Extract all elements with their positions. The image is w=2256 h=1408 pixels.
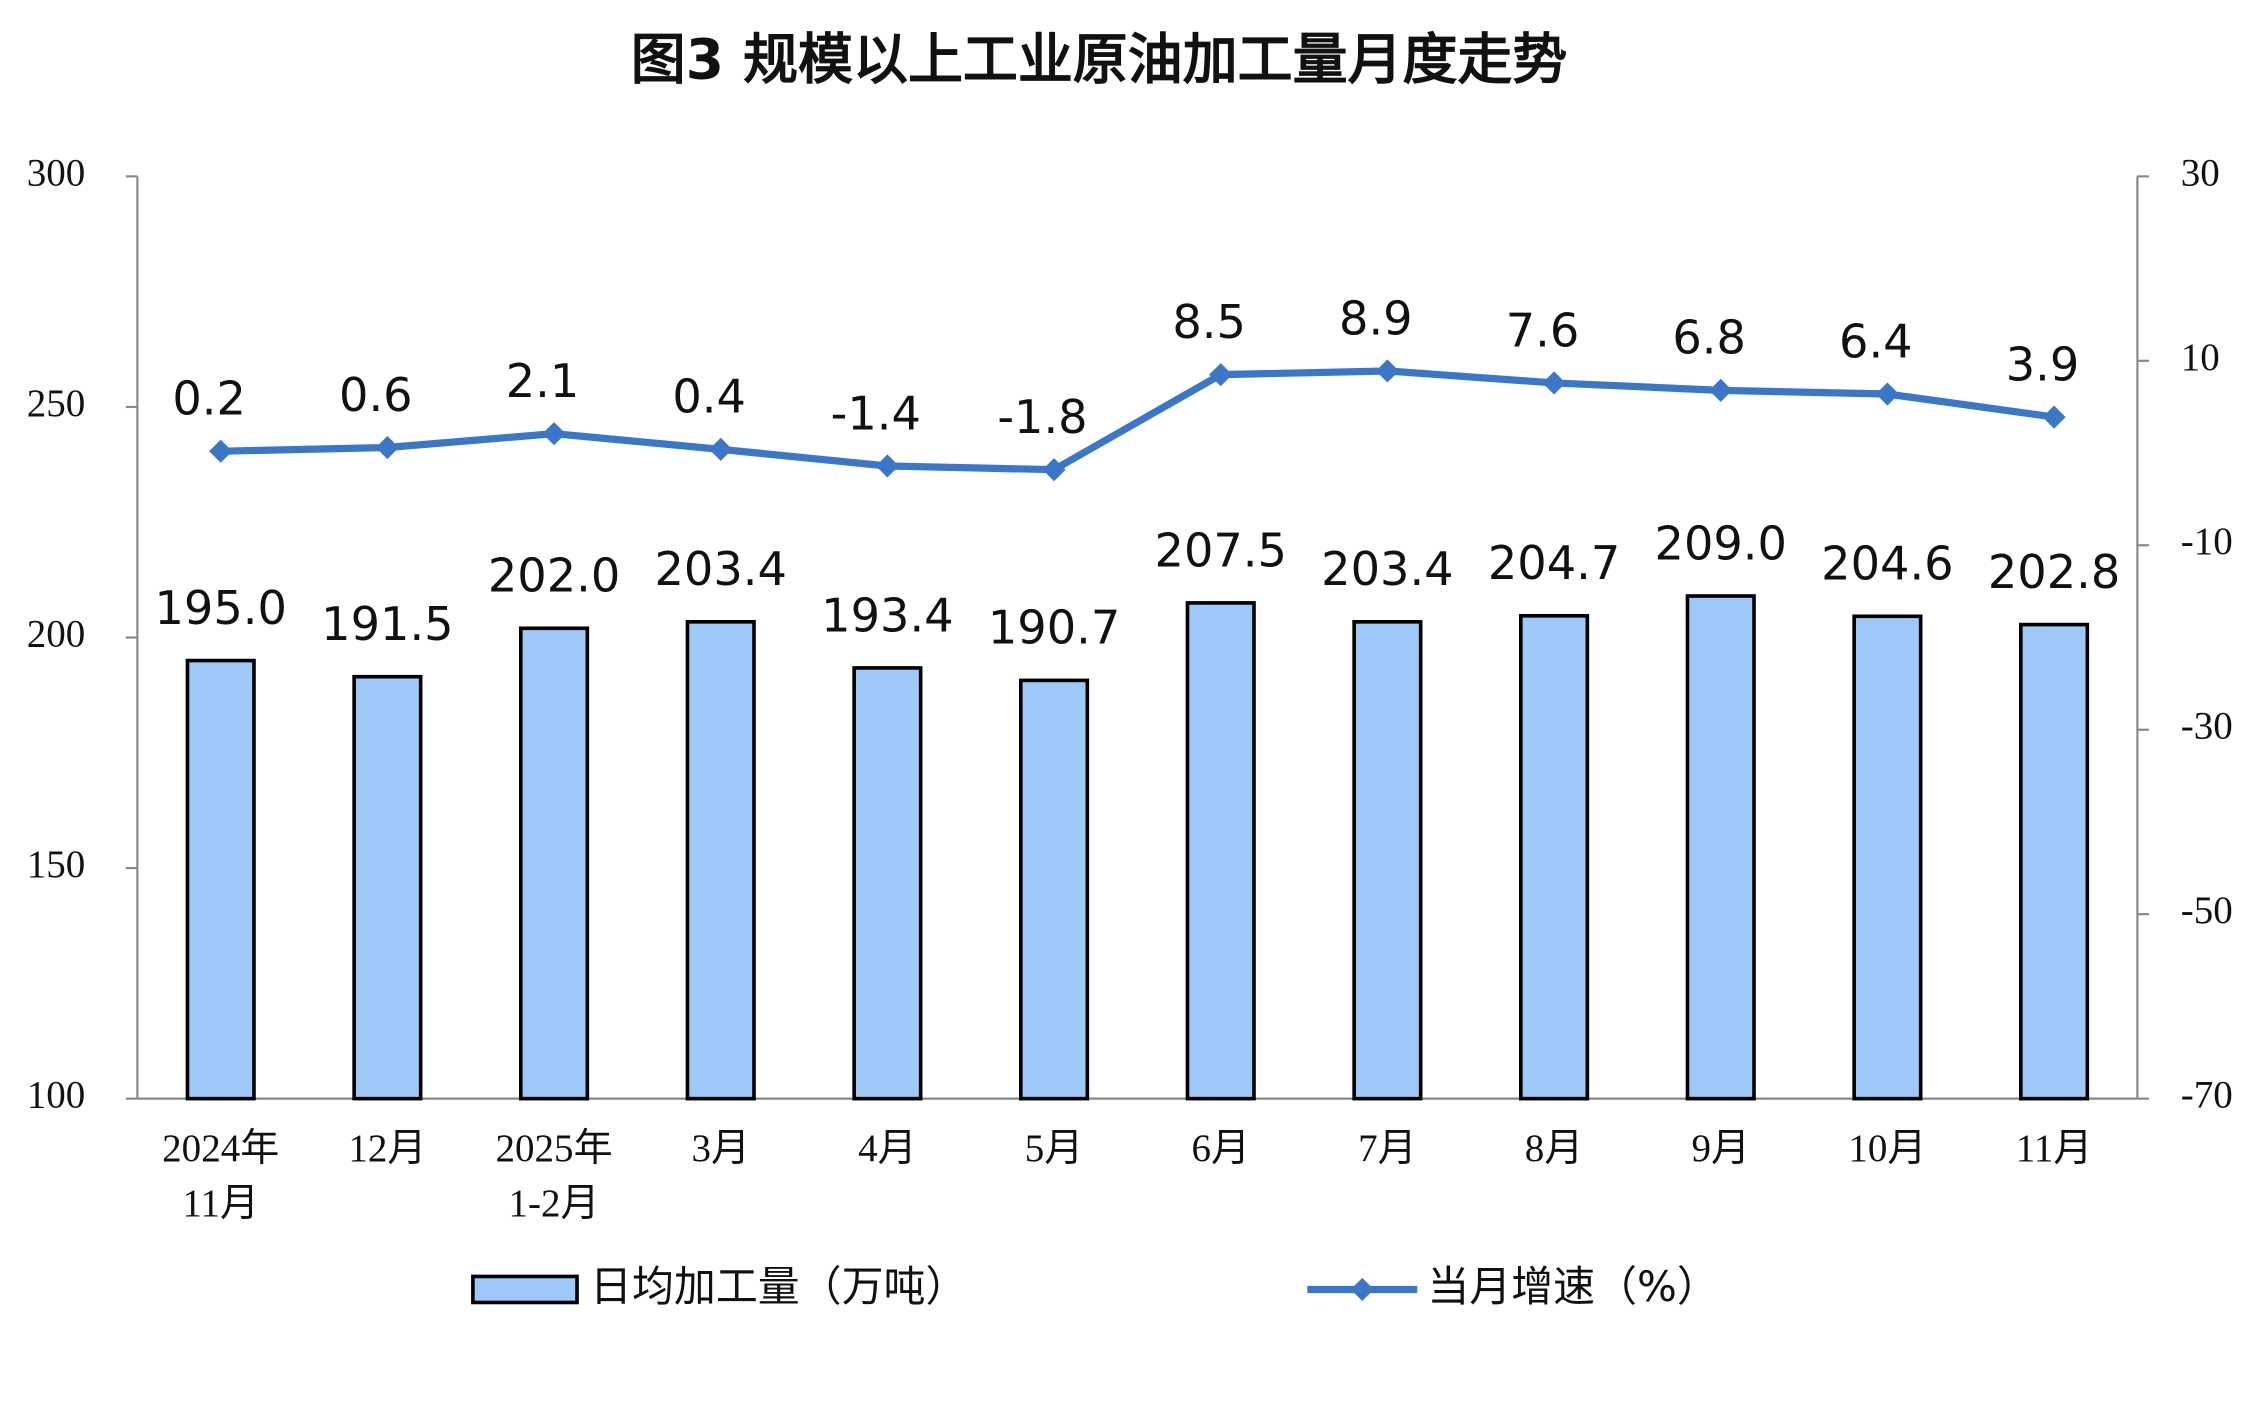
bar [1018, 678, 1090, 1101]
y2-tick-label: -10 [2181, 520, 2233, 563]
bar-value-label: 202.8 [1988, 545, 2120, 599]
x-tick-label: 11月 [2016, 1127, 2093, 1170]
line-value-label: -1.8 [997, 390, 1087, 444]
y-tick-label: 150 [27, 843, 86, 886]
x-tick-label: 2024年 [162, 1127, 279, 1170]
line-marker [1042, 458, 1066, 482]
chart-title: 图3 规模以上工业原油加工量月度走势 [631, 28, 1568, 92]
line-value-label: 6.4 [1839, 314, 1913, 368]
bar-value-label: 203.4 [655, 542, 787, 596]
line-marker [1709, 378, 1733, 402]
legend-marker [1350, 1277, 1374, 1302]
x-tick-label: 12月 [348, 1127, 426, 1170]
x-tick-label: 6月 [1191, 1127, 1250, 1170]
line-marker [209, 439, 233, 463]
line-value-label: 3.9 [2006, 337, 2080, 391]
bar [685, 620, 756, 1101]
line [220, 367, 2055, 474]
x-tick-label: 7月 [1358, 1127, 1417, 1170]
bar-value-label: 204.7 [1488, 536, 1620, 590]
line-marker [875, 454, 899, 478]
x-tick-label: 4月 [858, 1127, 917, 1170]
bar-value-label: 203.4 [1321, 542, 1453, 596]
line-marker [1542, 371, 1566, 395]
bar-value-label: 191.5 [321, 597, 453, 651]
y-tick-label: 250 [27, 382, 86, 425]
line-value-label: 8.9 [1339, 291, 1413, 345]
bar [1519, 614, 1590, 1101]
legend-swatch [471, 1274, 579, 1305]
bar [852, 666, 923, 1101]
x-tick-label: 11月 [182, 1182, 259, 1225]
legend-label: 当月增速（%） [1427, 1262, 1718, 1311]
x-tick-label: 1-2月 [509, 1182, 600, 1225]
line-marker [2042, 405, 2066, 429]
line-value-label: 0.6 [339, 368, 413, 422]
bar [1352, 620, 1423, 1101]
line-marker [709, 437, 733, 461]
bar-value-label: 190.7 [988, 601, 1120, 655]
bar [1685, 594, 1756, 1101]
bar-value-label: 204.6 [1821, 537, 1953, 591]
y-tick-label: 100 [27, 1074, 86, 1117]
bar-value-label: 202.0 [488, 549, 620, 603]
line-marker [542, 422, 566, 446]
legend-label: 日均加工量（万吨） [590, 1262, 967, 1311]
bar-value-label: 207.5 [1155, 523, 1287, 577]
line-value-label: -1.4 [831, 386, 921, 440]
y2-tick-label: -30 [2181, 705, 2233, 748]
line-value-label: 0.4 [672, 370, 746, 424]
y2-tick-label: 10 [2181, 336, 2220, 379]
line-value-label: 2.1 [506, 354, 580, 408]
line-marker [1375, 359, 1399, 383]
line-value-label: 6.8 [1672, 311, 1746, 365]
bar-value-label: 195.0 [155, 581, 287, 635]
bar [352, 674, 423, 1101]
y-tick-label: 300 [27, 151, 86, 194]
line-value-label: 0.2 [172, 372, 246, 426]
line-value-label: 7.6 [1506, 303, 1580, 357]
line-marker [375, 435, 399, 460]
bar [518, 626, 590, 1101]
y-tick-label: 200 [27, 612, 86, 655]
x-tick-label: 8月 [1525, 1127, 1584, 1170]
y2-tick-label: 30 [2181, 151, 2220, 194]
bar [185, 658, 256, 1101]
bar [1852, 614, 1923, 1101]
y2-tick-label: -70 [2181, 1074, 2233, 1117]
line-marker [1875, 382, 1899, 406]
x-tick-label: 3月 [691, 1127, 750, 1170]
bar [1185, 601, 1256, 1101]
bar-value-label: 209.0 [1655, 516, 1787, 570]
x-tick-label: 2025年 [496, 1127, 613, 1170]
x-tick-label: 10月 [1848, 1127, 1926, 1170]
line-value-label: 8.5 [1172, 295, 1246, 349]
bar-value-label: 193.4 [821, 588, 953, 642]
x-tick-label: 5月 [1025, 1127, 1084, 1170]
x-tick-label: 9月 [1691, 1127, 1750, 1170]
y2-tick-label: -50 [2181, 889, 2233, 932]
bar [2019, 622, 2090, 1101]
